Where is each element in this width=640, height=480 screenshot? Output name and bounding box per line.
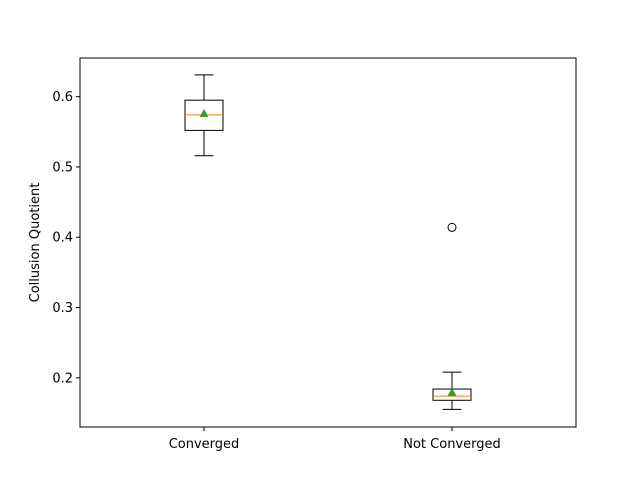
y-tick-label: 0.2	[52, 371, 73, 386]
axes-frame	[79, 57, 577, 428]
mean-marker	[447, 388, 457, 397]
y-tick-label: 0.3	[52, 301, 73, 316]
boxes-layer	[184, 74, 472, 410]
x-axis: Converged Not Converged	[169, 427, 501, 452]
mean-marker	[199, 109, 209, 118]
y-tick-label: 0.6	[52, 90, 73, 105]
y-axis: 0.2 0.3 0.4 0.5 0.6	[52, 90, 80, 386]
y-tick-label: 0.5	[52, 160, 73, 175]
outlier-point	[447, 222, 457, 232]
x-tick-label: Converged	[169, 437, 240, 452]
y-axis-label: Collusion Quotient	[28, 183, 43, 303]
box-group	[184, 74, 224, 157]
box-group	[432, 222, 472, 410]
x-tick-label: Not Converged	[403, 437, 501, 452]
y-tick-label: 0.4	[52, 231, 73, 246]
